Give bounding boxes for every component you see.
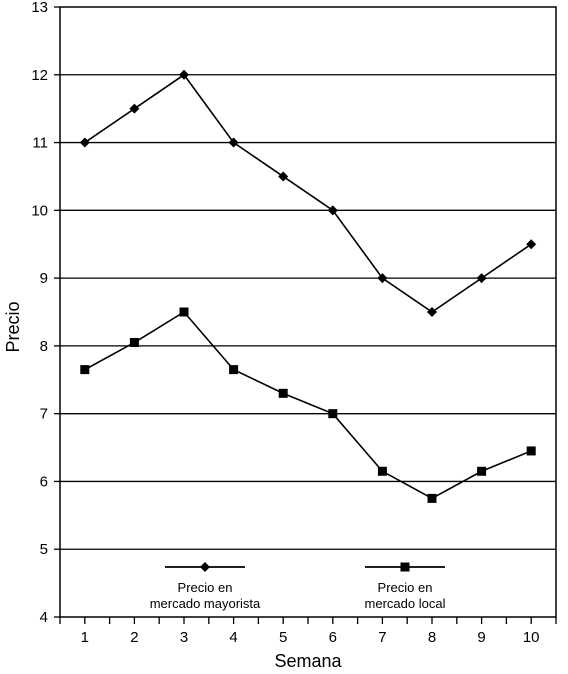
x-tick-label: 9 bbox=[477, 629, 485, 646]
x-tick-label: 10 bbox=[523, 629, 540, 646]
plot-frame bbox=[59, 6, 557, 618]
legend-label: mercado mayorista bbox=[150, 596, 261, 611]
y-tick-label: 6 bbox=[40, 473, 48, 490]
legend-marker bbox=[400, 562, 410, 572]
data-point bbox=[477, 466, 487, 476]
series-line bbox=[84, 73, 532, 313]
x-axis-ticks: 1 2 3 4 5 6 7 8 9 10 bbox=[59, 617, 557, 646]
x-tick-label: 8 bbox=[428, 629, 436, 646]
y-axis-ticks: 4 5 6 7 8 9 10 11 12 13 bbox=[31, 0, 60, 626]
x-tick-label: 5 bbox=[279, 629, 287, 646]
y-tick-label: 7 bbox=[40, 406, 48, 423]
y-tick-label: 8 bbox=[40, 338, 48, 355]
data-point bbox=[476, 273, 487, 284]
grid-lines bbox=[60, 74, 556, 550]
y-tick-label: 11 bbox=[32, 135, 48, 152]
series-1 bbox=[79, 69, 537, 317]
data-point bbox=[80, 365, 90, 375]
data-point bbox=[427, 493, 437, 503]
legend-label: Precio en bbox=[178, 580, 233, 595]
data-point bbox=[179, 307, 189, 317]
legend-marker bbox=[200, 562, 210, 572]
series-group bbox=[79, 69, 537, 503]
x-tick-label: 6 bbox=[329, 629, 337, 646]
data-point bbox=[328, 409, 338, 419]
data-point bbox=[129, 338, 139, 347]
x-tick-label: 1 bbox=[81, 629, 89, 646]
data-point bbox=[427, 307, 437, 317]
series-2 bbox=[80, 307, 536, 503]
data-point bbox=[278, 388, 288, 398]
legend-label: Precio en bbox=[378, 580, 433, 595]
data-point bbox=[79, 137, 90, 148]
y-axis-title: Precio bbox=[3, 301, 23, 352]
x-axis-title: Semana bbox=[274, 651, 342, 671]
data-point bbox=[377, 466, 387, 476]
legend-label: mercado local bbox=[365, 596, 446, 611]
data-point bbox=[377, 273, 388, 284]
y-tick-label: 10 bbox=[31, 202, 48, 219]
data-point bbox=[526, 446, 536, 456]
y-tick-label: 12 bbox=[31, 67, 48, 84]
y-tick-label: 4 bbox=[40, 609, 48, 626]
x-tick-label: 3 bbox=[180, 629, 188, 646]
data-point bbox=[278, 171, 289, 182]
x-tick-label: 2 bbox=[130, 629, 138, 646]
data-point bbox=[327, 205, 338, 216]
data-point bbox=[228, 137, 239, 148]
y-tick-label: 5 bbox=[40, 541, 48, 558]
y-tick-label: 9 bbox=[40, 270, 48, 287]
data-point bbox=[526, 239, 537, 250]
data-point bbox=[129, 103, 140, 114]
series-line bbox=[84, 310, 532, 500]
data-point bbox=[179, 69, 189, 80]
data-point bbox=[229, 365, 239, 375]
x-tick-label: 4 bbox=[229, 629, 237, 646]
y-tick-label: 13 bbox=[31, 0, 48, 16]
x-tick-label: 7 bbox=[378, 629, 386, 646]
